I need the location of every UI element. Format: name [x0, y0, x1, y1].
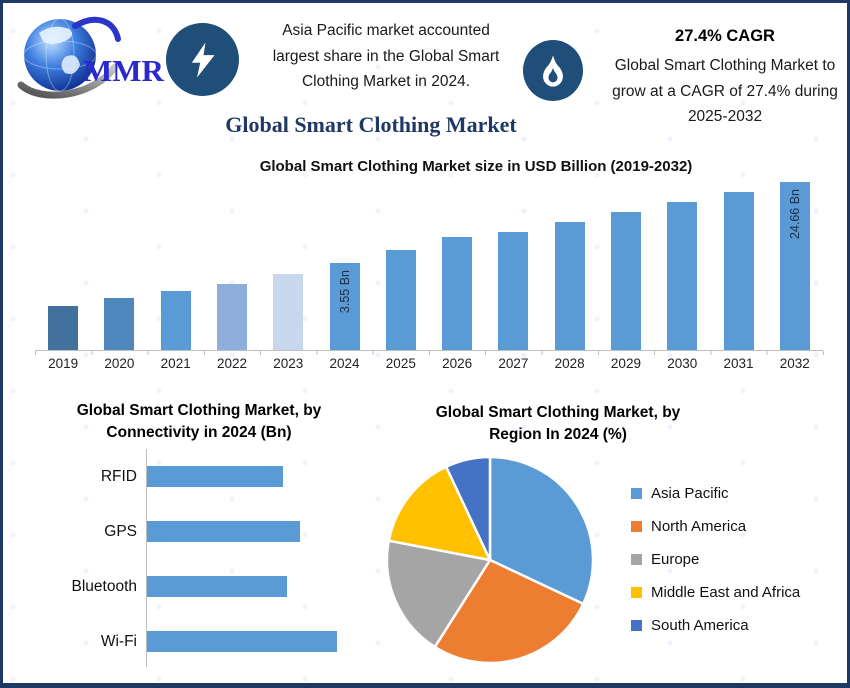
page-title: Global Smart Clothing Market [225, 112, 517, 137]
swoosh-icon [17, 63, 119, 99]
x-axis-label-2032: 2032 [779, 356, 810, 371]
x-axis-label-2024: 2024 [329, 356, 360, 371]
bar-slot-2031: 2031 [710, 171, 766, 377]
mmr-logo-graphic: MMR [17, 16, 165, 99]
bar-slot-2022: 2022 [204, 171, 260, 377]
bar-slot-2030: 2030 [654, 171, 710, 377]
pie-chart-title: Global Smart Clothing Market, by Region … [435, 404, 681, 443]
legend-label: Middle East and Africa [651, 584, 801, 601]
bar-slot-2025: 2025 [373, 171, 429, 377]
connectivity-label-gps: GPS [104, 522, 137, 540]
connectivity-row-bluetooth: Bluetooth [11, 559, 371, 614]
bar-slot-2029: 2029 [598, 171, 654, 377]
lightning-icon [166, 23, 239, 96]
bar-2029 [610, 212, 641, 350]
pie-slice-north-america [433, 558, 585, 665]
bar-slot-2021: 2021 [148, 171, 204, 377]
bar-2020 [104, 298, 135, 350]
legend-label: Asia Pacific [651, 485, 729, 502]
bar-2022 [216, 284, 247, 350]
x-axis-label-2025: 2025 [385, 356, 416, 371]
legend-label: Europe [651, 551, 700, 568]
connectivity-label-rfid: RFID [100, 467, 137, 485]
x-axis-label-2029: 2029 [610, 356, 641, 371]
bar-slot-2023: 2023 [260, 171, 316, 377]
pie-slice-europe [385, 539, 492, 649]
bar-slot-2019: 2019 [35, 171, 91, 377]
x-axis-label-2031: 2031 [723, 356, 754, 371]
bar-2023 [273, 274, 304, 350]
x-axis-label-2027: 2027 [498, 356, 529, 371]
legend-label: North America [651, 518, 747, 535]
x-axis-label-2028: 2028 [554, 356, 585, 371]
bar-2025 [385, 250, 416, 350]
legend-swatch [631, 620, 642, 631]
highlight-text: Asia Pacific market accounted largest sh… [272, 22, 500, 90]
bar-2028 [554, 222, 585, 350]
x-axis-label-2019: 2019 [48, 356, 79, 371]
connectivity-label-bluetooth: Bluetooth [71, 577, 138, 595]
connectivity-bar-gps [146, 521, 300, 542]
bar-2030 [667, 202, 698, 350]
bar-chart-title: Global Smart Clothing Market size in USD… [259, 158, 693, 175]
legend-item-south-america: South America [631, 609, 800, 642]
legend-item-europe: Europe [631, 543, 800, 576]
bar-slot-2026: 2026 [429, 171, 485, 377]
logo-text: MMR [83, 53, 165, 88]
connectivity-row-rfid: RFID [11, 449, 371, 504]
connectivity-axis-line [146, 449, 147, 667]
bar-data-label-2032: 24.66 Bn [787, 189, 802, 240]
x-axis-line [35, 350, 823, 351]
legend-swatch [631, 587, 642, 598]
cagr-text: Global Smart Clothing Market to grow at … [612, 57, 838, 125]
connectivity-bar-wi-fi [146, 631, 337, 652]
pie-legend: Asia Pacific North America Europe Middle Ea… [631, 477, 800, 642]
x-axis-label-2023: 2023 [273, 356, 304, 371]
market-size-bar-chart: 2019 2020 2021 2022 2023 3.55 Bn 2024 2025 2026 2… [35, 171, 823, 377]
x-axis-label-2021: 2021 [160, 356, 191, 371]
bar-slot-2027: 2027 [485, 171, 541, 377]
flame-icon [523, 40, 583, 101]
bar-2032: 24.66 Bn [779, 182, 810, 350]
bar-data-label-2024: 3.55 Bn [337, 270, 352, 314]
connectivity-bar-rfid [146, 466, 283, 487]
bar-2024: 3.55 Bn [329, 263, 360, 350]
mmr-logo: MMR [13, 13, 183, 101]
region-pie-chart [385, 455, 595, 665]
bar-2031 [723, 192, 754, 350]
bar-slot-2024: 3.55 Bn 2024 [316, 171, 372, 377]
x-axis-label-2020: 2020 [104, 356, 135, 371]
x-axis-label-2022: 2022 [216, 356, 247, 371]
x-axis-label-2030: 2030 [667, 356, 698, 371]
legend-swatch [631, 554, 642, 565]
pie-slice-asia-pacific [488, 455, 595, 606]
legend-item-middle-east-and-africa: Middle East and Africa [631, 576, 800, 609]
cagr-title: 27.4% CAGR [675, 27, 775, 45]
legend-swatch [631, 488, 642, 499]
bar-slot-2028: 2028 [542, 171, 598, 377]
connectivity-row-wi-fi: Wi-Fi [11, 614, 371, 669]
legend-item-north-america: North America [631, 510, 800, 543]
legend-label: South America [651, 617, 749, 634]
pie-slice-south-america [444, 455, 492, 562]
connectivity-bar-bluetooth [146, 576, 287, 597]
x-axis-ticks [35, 351, 824, 355]
legend-swatch [631, 521, 642, 532]
x-axis-label-2026: 2026 [442, 356, 473, 371]
connectivity-chart-title: Global Smart Clothing Market, by Connect… [76, 402, 322, 441]
bar-2026 [442, 237, 473, 350]
pie-slice-middle-east-and-africa [387, 465, 492, 562]
bar-slot-2032: 24.66 Bn 2032 [767, 171, 823, 377]
connectivity-bar-chart: RFID GPS Bluetooth Wi-Fi [11, 449, 371, 669]
bar-2021 [160, 291, 191, 350]
cagr-block: 27.4% CAGR Global Smart Clothing Market … [609, 27, 841, 130]
connectivity-row-gps: GPS [11, 504, 371, 559]
bar-slot-2020: 2020 [91, 171, 147, 377]
bar-2027 [498, 232, 529, 350]
bar-2019 [48, 306, 79, 350]
connectivity-label-wi-fi: Wi-Fi [100, 632, 137, 650]
legend-item-asia-pacific: Asia Pacific [631, 477, 800, 510]
